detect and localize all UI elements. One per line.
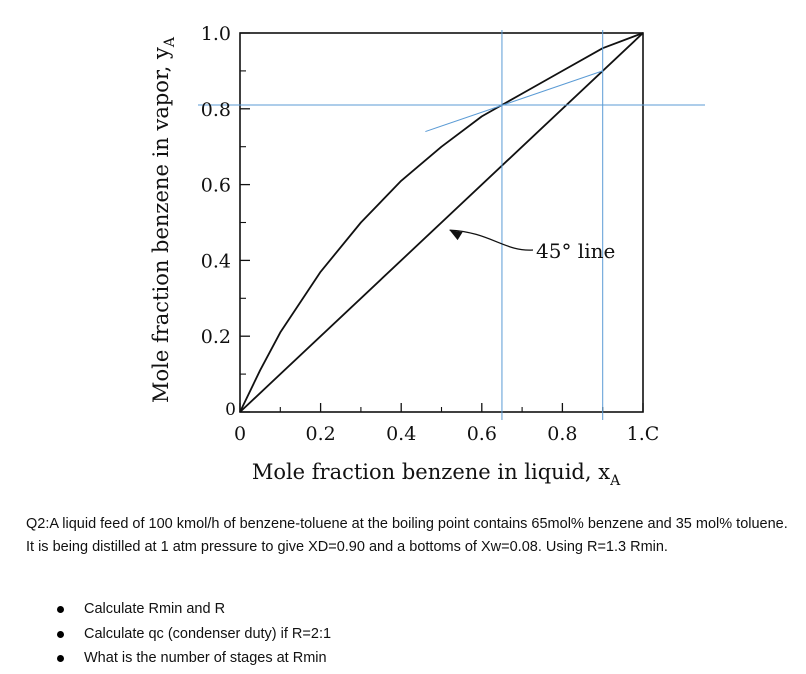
question-text: Q2:A liquid feed of 100 kmol/h of benzen… [26,516,788,555]
x-tick-label: 0.2 [305,423,335,445]
x-tick-label: 0.4 [386,423,416,445]
cutoff-text-line [0,668,806,674]
x-tick-label: 0.8 [547,423,577,445]
y-tick-label: 0.6 [201,175,231,197]
y-axis-title-subscript: A [162,36,178,48]
y-tick-label: 0.4 [201,250,231,272]
x-axis-title-subscript: A [609,473,621,489]
diagonal-45-line [239,32,644,413]
bullet-item-stages: What is the number of stages at Rmin [54,646,331,671]
y-tick-label: 0.8 [201,99,231,121]
question-bullet-list: Calculate Rmin and R Calculate qc (conde… [54,597,331,671]
mccabe-thiele-chart: 0 0.2 0.4 0.6 0.8 1.C 0 0.2 0.4 0.6 0.8 1.0 45° line… [149,23,705,489]
bullet-item-rmin: Calculate Rmin and R [54,597,331,622]
overlay-operating-line [425,70,603,133]
bullet-item-condenser-duty: Calculate qc (condenser duty) if R=2:1 [54,622,331,647]
y-tick-label: 0 [225,400,236,420]
chart-labels: 0 0.2 0.4 0.6 0.8 1.C 0 0.2 0.4 0.6 0.8 1.0 45° line… [149,23,659,489]
annotation-arrow-head [449,230,463,241]
equilibrium-curve [239,32,644,413]
y-tick-label: 0.2 [201,326,231,348]
x-tick-label: 0 [234,423,246,445]
x-tick-label: 0.6 [467,423,497,445]
y-tick-label: 1.0 [201,23,231,45]
x-tick-label: 1.C [627,423,660,445]
y-axis-title: Mole fraction benzene in vapor, yA [149,36,178,403]
x-axis-title: Mole fraction benzene in liquid, xA [252,460,621,489]
annotation-45-line: 45° line [536,239,615,263]
chart-overlay-lines [198,30,705,420]
annotation-arrow-line [449,229,534,251]
chart-curves [239,32,644,413]
